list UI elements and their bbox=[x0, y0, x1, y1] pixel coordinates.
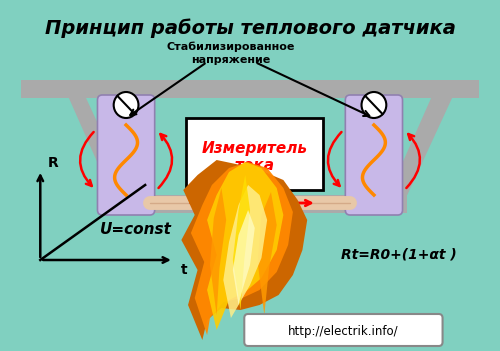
Text: Принцип работы теплового датчика: Принцип работы теплового датчика bbox=[44, 18, 456, 38]
Text: http://electrik.info/: http://electrik.info/ bbox=[288, 325, 399, 338]
Text: R: R bbox=[48, 156, 58, 170]
Polygon shape bbox=[258, 192, 276, 315]
Polygon shape bbox=[388, 98, 452, 195]
FancyBboxPatch shape bbox=[244, 314, 442, 346]
Polygon shape bbox=[210, 188, 226, 315]
FancyBboxPatch shape bbox=[186, 118, 324, 190]
Polygon shape bbox=[182, 160, 307, 340]
Text: Стабилизированное: Стабилизированное bbox=[166, 42, 295, 53]
Polygon shape bbox=[21, 80, 479, 98]
Circle shape bbox=[362, 92, 386, 118]
Text: напряжение: напряжение bbox=[192, 55, 270, 65]
Polygon shape bbox=[224, 185, 267, 318]
FancyBboxPatch shape bbox=[98, 95, 154, 215]
Text: Rt=R0+(1+αt ): Rt=R0+(1+αt ) bbox=[340, 248, 456, 262]
Polygon shape bbox=[207, 162, 284, 330]
Text: I=U/R: I=U/R bbox=[254, 222, 302, 237]
Text: Измеритель
тока: Измеритель тока bbox=[202, 141, 308, 173]
Polygon shape bbox=[233, 210, 255, 305]
Text: t: t bbox=[182, 263, 188, 277]
FancyBboxPatch shape bbox=[346, 95, 403, 215]
Polygon shape bbox=[112, 195, 408, 213]
Circle shape bbox=[114, 92, 138, 118]
Polygon shape bbox=[69, 98, 131, 195]
Polygon shape bbox=[191, 162, 293, 335]
Text: U=const: U=const bbox=[100, 222, 172, 237]
Polygon shape bbox=[233, 175, 250, 310]
